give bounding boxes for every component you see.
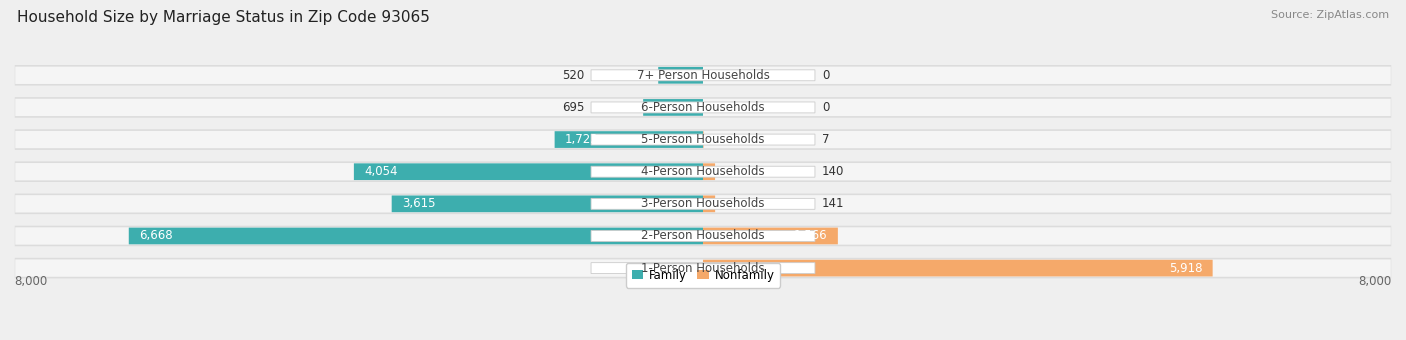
- Text: 6-Person Households: 6-Person Households: [641, 101, 765, 114]
- FancyBboxPatch shape: [15, 259, 1391, 277]
- Text: 8,000: 8,000: [1358, 275, 1392, 288]
- FancyBboxPatch shape: [14, 129, 1392, 150]
- Text: 1,723: 1,723: [565, 133, 599, 146]
- FancyBboxPatch shape: [703, 260, 1212, 276]
- FancyBboxPatch shape: [658, 67, 703, 84]
- FancyBboxPatch shape: [15, 227, 1391, 245]
- FancyBboxPatch shape: [14, 65, 1392, 86]
- Text: 0: 0: [823, 101, 830, 114]
- Text: Source: ZipAtlas.com: Source: ZipAtlas.com: [1271, 10, 1389, 20]
- FancyBboxPatch shape: [643, 99, 703, 116]
- Text: 695: 695: [562, 101, 583, 114]
- Text: 4,054: 4,054: [364, 165, 398, 178]
- Text: 4-Person Households: 4-Person Households: [641, 165, 765, 178]
- Text: 520: 520: [562, 69, 583, 82]
- FancyBboxPatch shape: [15, 195, 1391, 212]
- FancyBboxPatch shape: [703, 195, 716, 212]
- FancyBboxPatch shape: [15, 131, 1391, 148]
- Text: 5,918: 5,918: [1168, 261, 1202, 275]
- Text: 6,668: 6,668: [139, 230, 173, 242]
- FancyBboxPatch shape: [591, 166, 815, 177]
- FancyBboxPatch shape: [14, 193, 1392, 214]
- Text: Household Size by Marriage Status in Zip Code 93065: Household Size by Marriage Status in Zip…: [17, 10, 430, 25]
- FancyBboxPatch shape: [591, 70, 815, 81]
- Legend: Family, Nonfamily: Family, Nonfamily: [626, 263, 780, 288]
- Text: 141: 141: [823, 197, 845, 210]
- FancyBboxPatch shape: [554, 131, 703, 148]
- FancyBboxPatch shape: [14, 162, 1392, 182]
- FancyBboxPatch shape: [129, 227, 703, 244]
- Text: 3-Person Households: 3-Person Households: [641, 197, 765, 210]
- Text: 1,566: 1,566: [794, 230, 828, 242]
- Text: 5-Person Households: 5-Person Households: [641, 133, 765, 146]
- FancyBboxPatch shape: [591, 198, 815, 209]
- FancyBboxPatch shape: [15, 99, 1391, 116]
- FancyBboxPatch shape: [591, 262, 815, 274]
- Text: 0: 0: [823, 69, 830, 82]
- Text: 1-Person Households: 1-Person Households: [641, 261, 765, 275]
- Text: 8,000: 8,000: [14, 275, 48, 288]
- FancyBboxPatch shape: [392, 195, 703, 212]
- FancyBboxPatch shape: [354, 163, 703, 180]
- Text: 140: 140: [823, 165, 844, 178]
- Text: 3,615: 3,615: [402, 197, 436, 210]
- FancyBboxPatch shape: [591, 134, 815, 145]
- FancyBboxPatch shape: [14, 97, 1392, 118]
- Text: 7+ Person Households: 7+ Person Households: [637, 69, 769, 82]
- FancyBboxPatch shape: [15, 67, 1391, 84]
- Text: 2-Person Households: 2-Person Households: [641, 230, 765, 242]
- FancyBboxPatch shape: [703, 163, 716, 180]
- Text: 7: 7: [823, 133, 830, 146]
- FancyBboxPatch shape: [703, 227, 838, 244]
- FancyBboxPatch shape: [591, 231, 815, 241]
- FancyBboxPatch shape: [591, 102, 815, 113]
- FancyBboxPatch shape: [14, 226, 1392, 246]
- FancyBboxPatch shape: [15, 163, 1391, 181]
- FancyBboxPatch shape: [14, 258, 1392, 278]
